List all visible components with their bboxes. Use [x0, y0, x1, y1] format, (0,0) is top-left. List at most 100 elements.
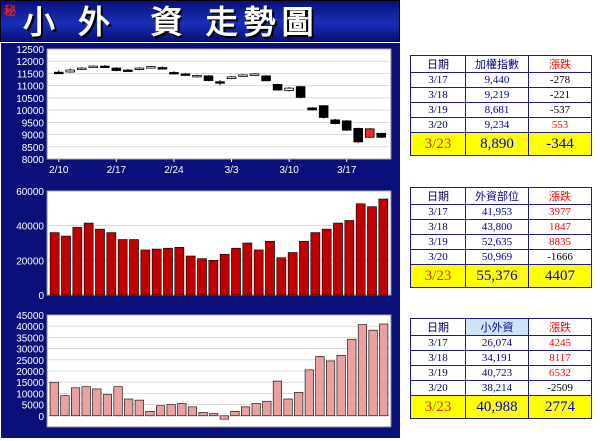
- candle: [284, 87, 294, 91]
- candle: [157, 67, 168, 70]
- x-tick-label: 2/17: [107, 165, 127, 176]
- y-tick-label: 0: [38, 412, 44, 423]
- y-tick-label: 12000: [16, 57, 44, 68]
- bar: [299, 240, 309, 296]
- bar: [151, 248, 162, 296]
- row-value: 34,191: [465, 350, 529, 366]
- candle: [169, 72, 179, 75]
- y-tick-label: 8500: [22, 143, 45, 154]
- candle: [376, 132, 387, 138]
- y-tick-label: 5000: [22, 401, 45, 412]
- bar: [83, 222, 94, 296]
- y-tick-label: 10500: [16, 94, 44, 105]
- bar: [294, 391, 304, 417]
- bar: [315, 356, 325, 417]
- summary-value: 55,376: [465, 264, 529, 288]
- bar: [231, 247, 241, 296]
- summary-change: 4407: [528, 264, 592, 288]
- bar: [368, 329, 378, 417]
- x-tick-label: 3/3: [225, 165, 239, 176]
- row-date: 3/19: [410, 234, 466, 250]
- row-value: 50,969: [465, 249, 529, 265]
- bar: [367, 206, 377, 296]
- bar: [219, 415, 229, 420]
- header-date: 日期: [410, 55, 466, 73]
- y-tick-label: 25000: [16, 356, 44, 367]
- bar: [251, 403, 261, 417]
- bar: [61, 235, 71, 296]
- bar: [326, 360, 336, 417]
- summary-change: -344: [528, 132, 592, 156]
- bar: [209, 413, 219, 417]
- bar: [124, 398, 134, 417]
- bar: [272, 380, 282, 417]
- header-date: 日期: [410, 318, 466, 336]
- summary-value: 40,988: [465, 395, 529, 419]
- bar: [49, 232, 60, 296]
- y-tick-label: 30000: [16, 345, 44, 356]
- candle: [111, 67, 122, 71]
- bar: [276, 257, 287, 296]
- row-date: 3/18: [410, 87, 466, 103]
- y-tick-label: 15000: [16, 378, 44, 389]
- summary-date: 3/23: [410, 132, 466, 156]
- bar: [60, 395, 70, 417]
- header-value: 外資部位: [465, 187, 529, 205]
- candle: [295, 86, 306, 98]
- bar: [198, 412, 208, 417]
- row-value: 41,953: [465, 204, 529, 220]
- candle: [261, 75, 271, 82]
- candle: [100, 65, 110, 69]
- y-tick-label: 45000: [16, 311, 44, 322]
- candle: [215, 81, 225, 84]
- foreign-position-table: 日期 外資部位 漲跌 3/17 41,953 3977 3/18 43,800 …: [410, 187, 592, 288]
- bar: [197, 258, 207, 296]
- row-change: -2509: [528, 380, 592, 396]
- row-change: -221: [528, 87, 592, 103]
- row-value: 9,234: [465, 117, 529, 133]
- bar: [310, 232, 321, 296]
- bar: [185, 255, 196, 296]
- row-change: 8835: [528, 234, 592, 250]
- bar: [219, 253, 230, 296]
- y-tick-label: 0: [38, 291, 44, 302]
- table-row: 3/19 52,635 8835: [410, 234, 592, 250]
- bar: [106, 232, 117, 296]
- row-change: 6532: [528, 365, 592, 381]
- y-tick-label: 10000: [16, 106, 44, 117]
- table-row: 3/19 40,723 6532: [410, 365, 592, 381]
- candle: [123, 69, 133, 72]
- bar: [113, 386, 123, 417]
- y-tick-label: 8000: [22, 155, 45, 166]
- secret-seal-stamp: 秘: [4, 4, 17, 18]
- summary-row: 3/23 40,988 2774: [410, 395, 592, 419]
- bar: [253, 249, 264, 296]
- candle: [318, 105, 329, 118]
- candle: [203, 75, 214, 81]
- y-tick-label: 20000: [16, 367, 44, 378]
- bar: [174, 247, 185, 296]
- y-tick-label: 12500: [16, 45, 44, 56]
- bar: [166, 404, 176, 417]
- bar: [72, 227, 83, 296]
- bar: [283, 398, 293, 417]
- bar: [230, 411, 240, 417]
- table-row: 3/18 9,219 -221: [410, 87, 592, 103]
- table-header-row: 日期 小外資 漲跌: [410, 318, 592, 336]
- y-tick-label: 9000: [22, 131, 45, 142]
- bar: [156, 405, 166, 417]
- candle: [77, 67, 87, 70]
- row-change: -1666: [528, 249, 592, 265]
- bar: [177, 403, 187, 417]
- header-value: 加權指數: [465, 55, 529, 73]
- y-tick-label: 9500: [22, 118, 45, 129]
- y-tick-label: 35000: [16, 333, 44, 344]
- bar: [95, 228, 105, 296]
- bar: [379, 323, 389, 417]
- y-tick-label: 11500: [17, 69, 45, 80]
- bar: [333, 222, 343, 296]
- row-value: 40,723: [465, 365, 529, 381]
- row-date: 3/17: [410, 72, 466, 88]
- table-row: 3/18 43,800 1847: [410, 219, 592, 235]
- row-date: 3/17: [410, 335, 466, 351]
